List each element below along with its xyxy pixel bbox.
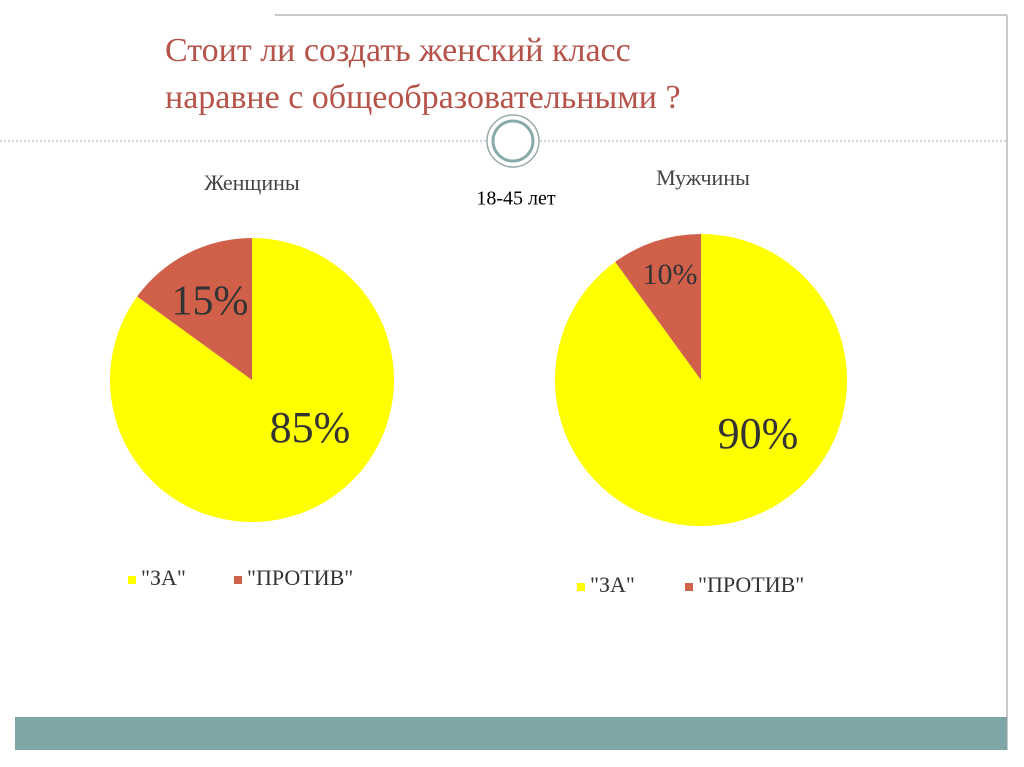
footer-band — [15, 717, 1007, 750]
ornament — [491, 119, 535, 163]
legend-label: "ПРОТИВ" — [698, 572, 804, 597]
legend-swatch — [577, 583, 585, 591]
legend-label: "ЗА" — [590, 572, 635, 597]
value-label: 85% — [270, 403, 351, 452]
title-line: наравне с общеобразовательными ? — [165, 79, 681, 116]
pie-slice — [554, 234, 847, 526]
legend-swatch — [128, 576, 136, 584]
title-line: Стоит ли создать женский класс — [165, 32, 631, 69]
chart-title: Женщины — [204, 170, 300, 195]
chart-title: Мужчины — [656, 165, 750, 190]
pie-slice — [615, 234, 701, 380]
pie-slice — [137, 237, 252, 380]
value-label: 15% — [172, 279, 249, 325]
legend-swatch — [234, 576, 242, 584]
legend-swatch — [685, 583, 693, 591]
pie-slice — [109, 238, 394, 522]
value-label: 10% — [643, 258, 698, 291]
value-label: 90% — [718, 409, 799, 458]
subtitle: 18-45 лет — [476, 188, 556, 210]
legend-label: "ПРОТИВ" — [247, 565, 353, 590]
legend-label: "ЗА" — [141, 565, 186, 590]
